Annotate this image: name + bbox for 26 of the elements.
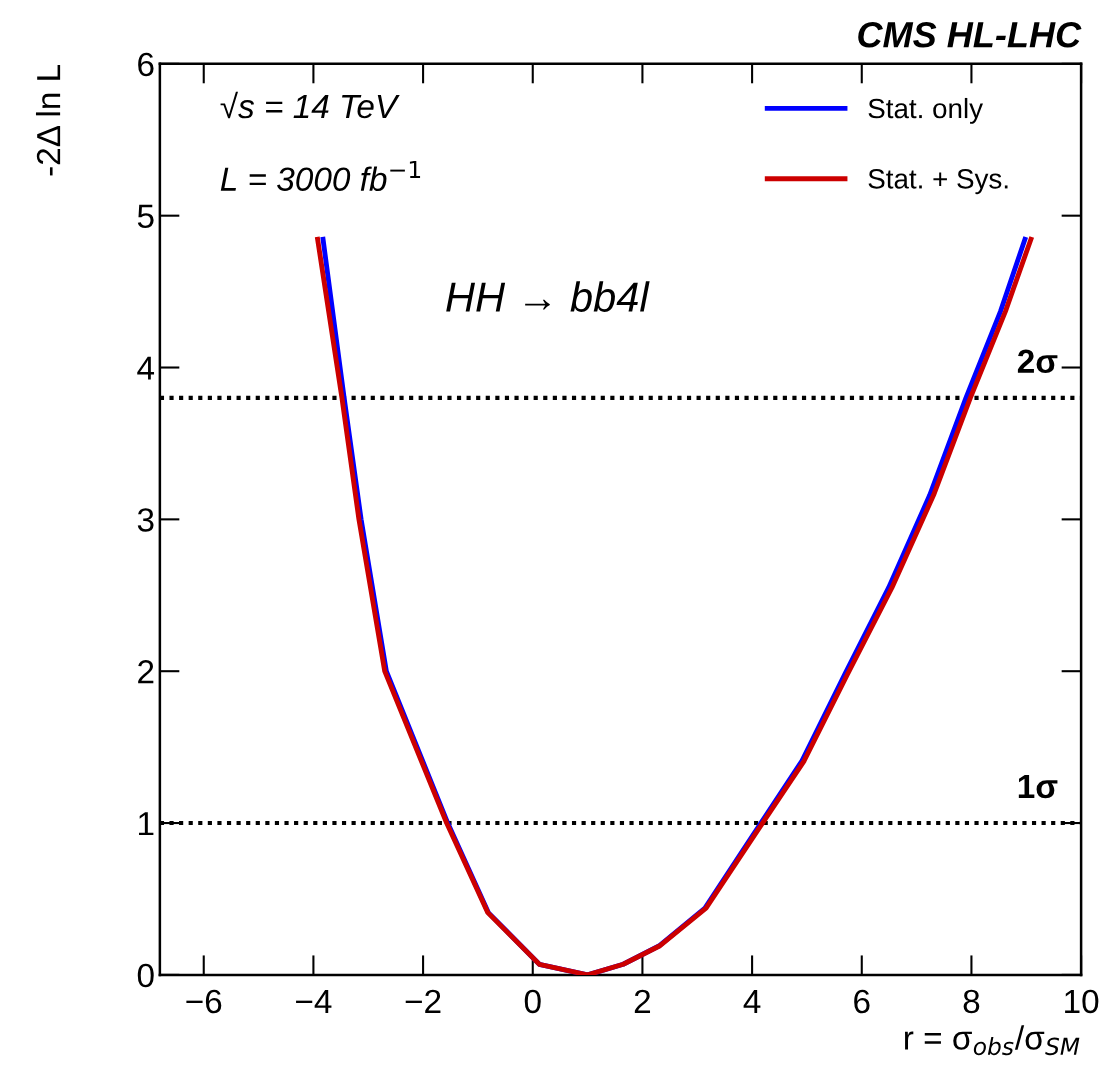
- y-tick-label: 0: [137, 963, 154, 988]
- x-tick-label: −2: [405, 989, 441, 1013]
- ref-line-label: 2σ: [1017, 349, 1058, 374]
- y-axis-title: -2Δ ln L: [35, 64, 61, 176]
- x-tick-label: 10: [1065, 989, 1099, 1014]
- x-tick-label: 2: [634, 989, 651, 1013]
- annotation: √s = 14 TeV: [220, 91, 400, 119]
- x-tick-label: 6: [854, 989, 870, 1014]
- x-axis-title: r = σ$_{obs}$/σ$_{SM}$: [904, 1025, 1080, 1056]
- y-tick-label: 1: [139, 812, 154, 836]
- x-tick-label: −4: [296, 989, 332, 1013]
- annotation: L = 3000 fb$^{−1}$: [220, 160, 421, 191]
- y-tick-label: 4: [137, 356, 155, 380]
- ref-line-label: 1σ: [1018, 774, 1058, 799]
- y-tick-label: 5: [137, 204, 154, 229]
- legend-label: Stat. only: [868, 97, 983, 124]
- chart-title: CMS HL-LHC: [858, 21, 1082, 48]
- y-tick-label: 6: [138, 52, 154, 77]
- x-tick-label: 0: [524, 989, 541, 1014]
- y-tick-label: 3: [137, 508, 154, 532]
- x-tick-label: 8: [963, 989, 980, 1014]
- x-tick-label: 4: [743, 989, 761, 1013]
- y-tick-label: 2: [138, 660, 154, 684]
- legend-label: Stat. + Sys.: [868, 169, 1008, 195]
- x-tick-label: −6: [186, 989, 222, 1014]
- annotation: HH → bb4l: [446, 281, 650, 312]
